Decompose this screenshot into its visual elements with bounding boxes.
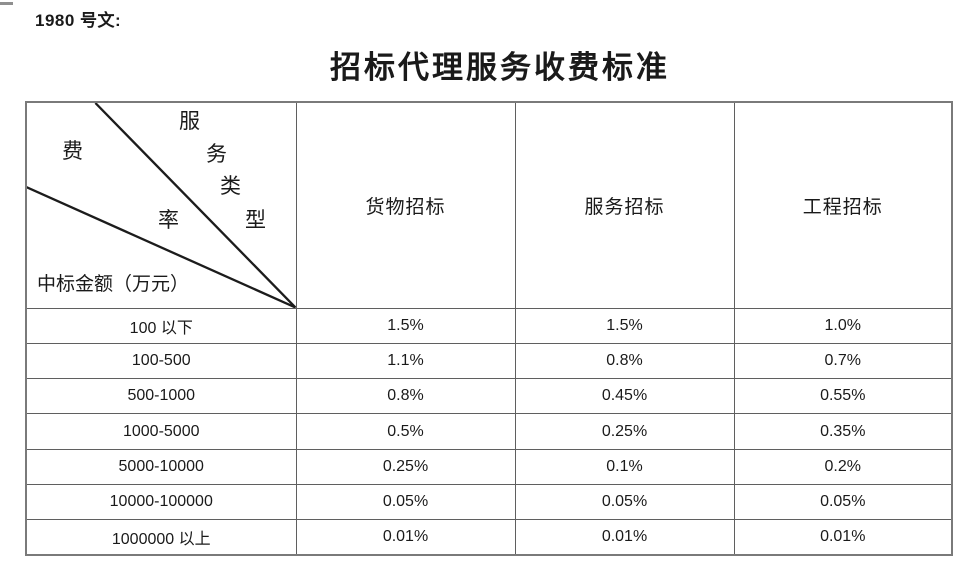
- corner-char-service-type-2: 务: [206, 142, 227, 166]
- rate-cell: 0.8%: [295, 378, 516, 415]
- rate-cell: 0.05%: [733, 483, 953, 521]
- row-label: 500-1000: [25, 378, 297, 415]
- rate-cell: 1.5%: [514, 307, 735, 344]
- rate-cell: 0.1%: [514, 448, 735, 485]
- fee-standard-table: 服 费 务 类 率 型 中标金额（万元） 货物招标 服务招标 工程招标 100 …: [25, 101, 953, 557]
- diagonal-header-cell: 服 费 务 类 率 型 中标金额（万元）: [25, 101, 297, 309]
- table-row: 1000-5000 0.5% 0.25% 0.35%: [25, 413, 953, 450]
- rate-cell: 1.1%: [295, 342, 516, 380]
- rate-cell: 0.01%: [514, 519, 735, 556]
- corner-char-service-type-1: 服: [179, 109, 200, 133]
- rate-cell: 0.2%: [733, 448, 953, 485]
- row-label: 10000-100000: [25, 483, 297, 521]
- row-label: 1000-5000: [25, 413, 297, 450]
- rate-cell: 0.5%: [295, 413, 516, 450]
- corner-char-fee-rate-1: 费: [62, 139, 83, 163]
- rate-cell: 0.35%: [733, 413, 953, 450]
- row-label: 1000000 以上: [25, 519, 297, 556]
- diagonal-lines: [27, 103, 295, 307]
- corner-char-fee-rate-2: 率: [158, 208, 179, 232]
- rate-cell: 0.01%: [733, 519, 953, 556]
- rate-cell: 0.25%: [514, 413, 735, 450]
- column-header-goods: 货物招标: [295, 101, 516, 309]
- table-row: 100 以下 1.5% 1.5% 1.0%: [25, 307, 953, 344]
- table-row: 5000-10000 0.25% 0.1% 0.2%: [25, 448, 953, 485]
- rate-cell: 0.05%: [514, 483, 735, 521]
- rate-cell: 0.55%: [733, 378, 953, 415]
- scan-artifact-mark: [0, 2, 13, 5]
- rate-cell: 0.01%: [295, 519, 516, 556]
- amount-axis-label: 中标金额（万元）: [37, 274, 190, 295]
- column-header-engineering: 工程招标: [733, 101, 953, 309]
- corner-char-service-type-4: 型: [245, 208, 266, 232]
- row-label: 5000-10000: [25, 448, 297, 485]
- table-row: 100-500 1.1% 0.8% 0.7%: [25, 342, 953, 380]
- table-row: 500-1000 0.8% 0.45% 0.55%: [25, 378, 953, 415]
- page-title: 招标代理服务收费标准: [330, 50, 670, 85]
- rate-cell: 1.5%: [295, 307, 516, 344]
- corner-char-service-type-3: 类: [220, 174, 241, 198]
- rate-cell: 0.25%: [295, 448, 516, 485]
- rate-cell: 0.8%: [514, 342, 735, 380]
- table-row: 1000000 以上 0.01% 0.01% 0.01%: [25, 519, 953, 556]
- rate-cell: 0.7%: [733, 342, 953, 380]
- table-row: 10000-100000 0.05% 0.05% 0.05%: [25, 483, 953, 521]
- column-header-service: 服务招标: [514, 101, 735, 309]
- row-label: 100 以下: [25, 307, 297, 344]
- rate-cell: 1.0%: [733, 307, 953, 344]
- rate-cell: 0.05%: [295, 483, 516, 521]
- row-label: 100-500: [25, 342, 297, 380]
- table-header-row: 服 费 务 类 率 型 中标金额（万元） 货物招标 服务招标 工程招标: [25, 101, 953, 309]
- rate-cell: 0.45%: [514, 378, 735, 415]
- document-ref-label: 1980 号文:: [35, 11, 122, 30]
